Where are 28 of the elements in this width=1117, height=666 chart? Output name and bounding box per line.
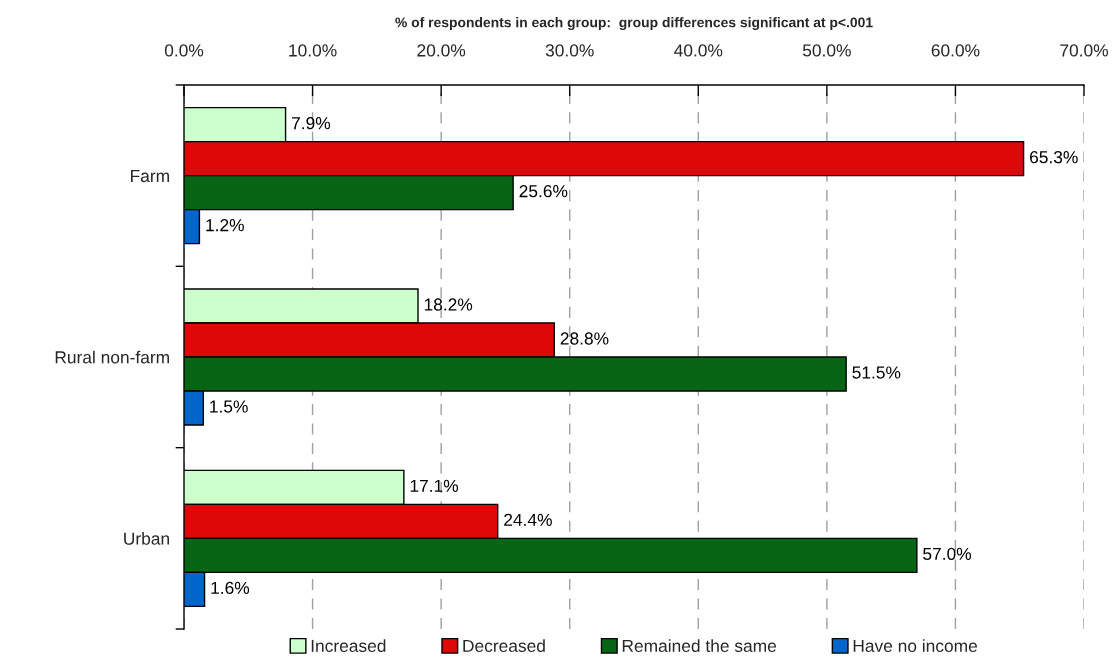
x-tick-label: 10.0%: [289, 44, 337, 57]
data-label: 7.9%: [292, 117, 331, 130]
data-label: 17.1%: [410, 479, 459, 492]
legend-label: Remained the same: [622, 639, 777, 653]
data-label: 57.0%: [923, 547, 972, 560]
y-tick-label: Urban: [124, 532, 169, 545]
data-label: 24.4%: [504, 513, 552, 526]
data-label: 1.5%: [210, 400, 248, 413]
x-tick-label: 0.0%: [164, 44, 204, 57]
y-tick-label: Rural non-farm: [55, 350, 169, 364]
data-label: 1.6%: [211, 581, 250, 594]
data-label: 25.6%: [519, 185, 568, 198]
data-label: 28.8%: [560, 332, 609, 345]
legend-label: Have no income: [853, 639, 977, 653]
x-tick-label: 60.0%: [931, 44, 980, 57]
data-label: 65.3%: [1030, 151, 1078, 164]
data-label: 18.2%: [424, 298, 473, 311]
x-tick-label: 30.0%: [545, 44, 594, 57]
legend-label: Decreased: [463, 639, 545, 653]
data-label: 51.5%: [852, 366, 901, 379]
y-tick-label: Farm: [131, 170, 169, 183]
x-tick-label: 40.0%: [674, 44, 723, 57]
x-tick-label: 70.0%: [1060, 44, 1108, 57]
legend-label: Increased: [311, 639, 386, 653]
x-tick-label: 20.0%: [417, 44, 466, 57]
x-axis-title: % of respondents in each group: group differences significant at p<.001: [395, 17, 873, 31]
x-tick-label: 50.0%: [802, 44, 851, 57]
data-label: 1.2%: [206, 219, 244, 232]
